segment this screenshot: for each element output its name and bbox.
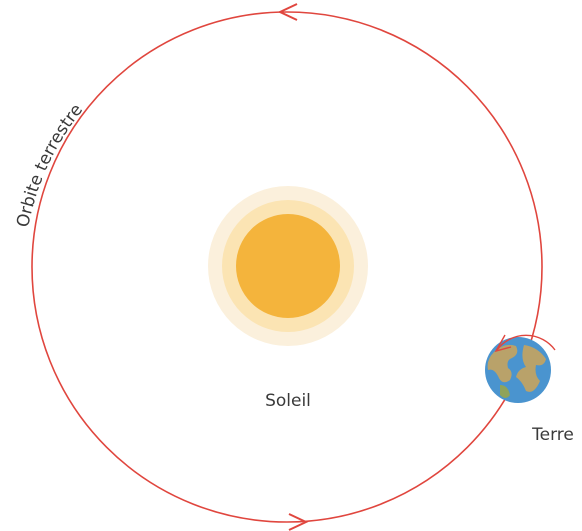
diagram: Orbite terrestre Soleil Terre [0,0,582,531]
sun-label: Soleil [265,391,311,411]
earth [485,337,551,403]
page: Orbite terrestre Soleil Terre (() => { c… [0,0,582,531]
orbit-label-text: Orbite terrestre [13,100,87,229]
orbit-label: Orbite terrestre [13,100,87,229]
earth-label: Terre [531,425,574,445]
sun [208,186,368,346]
